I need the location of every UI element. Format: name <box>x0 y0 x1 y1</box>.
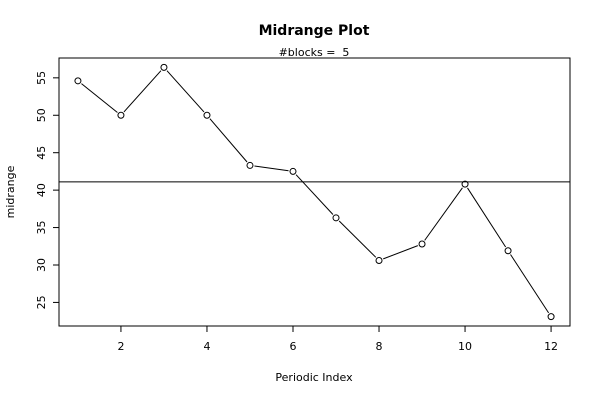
series-segment <box>166 70 205 113</box>
series-segment <box>383 245 419 260</box>
data-point <box>375 256 383 264</box>
chart-title: Midrange Plot <box>259 23 370 39</box>
series-segment <box>424 187 463 241</box>
midrange-series <box>74 63 555 321</box>
chart-subtitle: #blocks = 5 <box>279 46 350 59</box>
data-point <box>332 214 340 222</box>
x-tick-label: 6 <box>289 340 296 353</box>
y-axis: 25 30 35 40 45 50 55 <box>35 71 59 309</box>
series-segment <box>338 220 377 258</box>
y-tick-label: 40 <box>35 183 48 197</box>
y-tick-label: 30 <box>35 258 48 272</box>
y-tick-label: 35 <box>35 221 48 235</box>
series-segment <box>254 165 289 172</box>
y-tick-label: 25 <box>35 295 48 309</box>
series-segment <box>510 254 550 314</box>
x-tick-label: 2 <box>117 340 124 353</box>
data-point <box>418 240 426 248</box>
y-tick-label: 50 <box>35 108 48 122</box>
x-tick-label: 10 <box>458 340 472 353</box>
plot-frame <box>58 57 571 327</box>
data-point <box>289 167 297 175</box>
data-point <box>203 111 211 119</box>
series-segment <box>123 70 162 113</box>
x-tick-label: 4 <box>203 340 210 353</box>
data-point <box>74 77 82 85</box>
x-tick-label: 12 <box>544 340 558 353</box>
data-point <box>504 247 512 255</box>
data-point <box>461 180 469 188</box>
y-tick-label: 55 <box>35 71 48 85</box>
x-axis: 2 4 6 8 10 12 <box>117 326 558 353</box>
series-segment <box>295 174 334 215</box>
series-segment <box>209 118 248 163</box>
series-segment <box>81 83 118 113</box>
y-tick-label: 45 <box>35 146 48 160</box>
data-point <box>246 161 254 169</box>
data-point <box>160 63 168 71</box>
data-point <box>547 313 555 321</box>
series-segment <box>467 187 507 248</box>
data-point <box>117 111 125 119</box>
x-axis-label: Periodic Index <box>275 371 353 384</box>
x-tick-label: 8 <box>376 340 383 353</box>
y-axis-label: midrange <box>4 165 17 218</box>
